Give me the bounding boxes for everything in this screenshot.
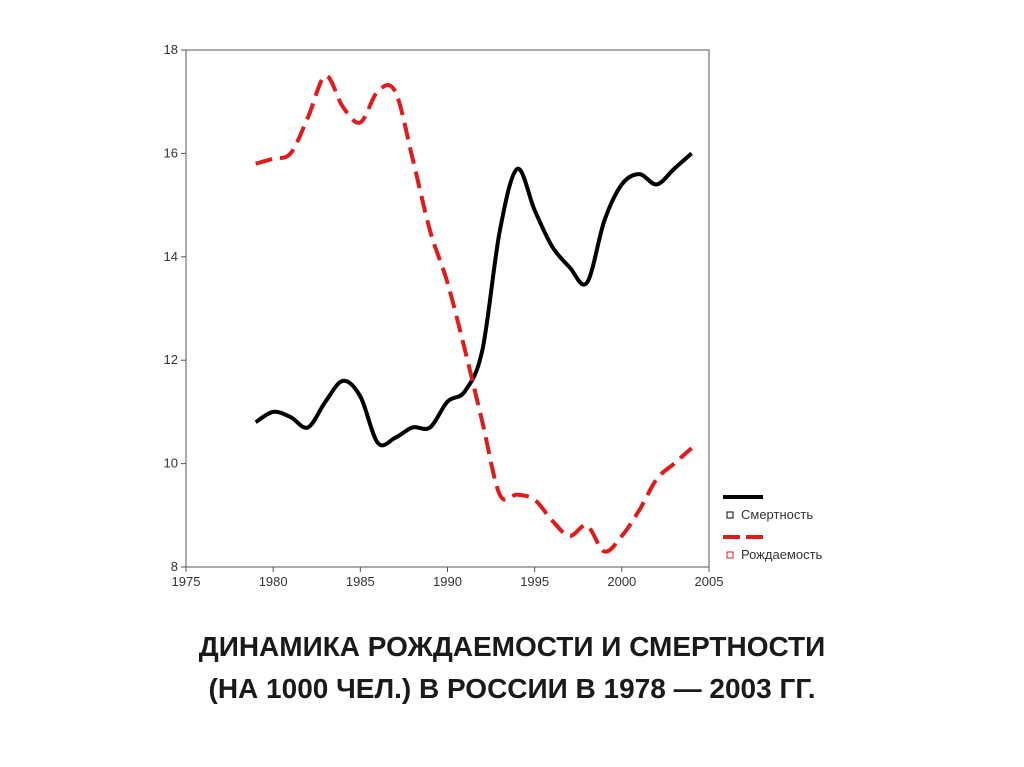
axes: [185, 49, 710, 568]
chart-panel: 1975 1980 1985 1990 1995 2000 2005 8 10 12 14 16 18…: [133, 28, 870, 735]
x-axis-ticks: 1975 1980 1985 1990 1995 2000 2005: [172, 567, 724, 589]
legend-label-2: Рождаемость: [741, 547, 823, 562]
slide-caption: ДИНАМИКА РОЖДАЕМОСТИ И СМЕРТНОСТИ (НА 10…: [0, 626, 1024, 710]
y-tick-label: 16: [164, 145, 178, 160]
legend-label-1: Смертность: [741, 507, 813, 522]
x-tick-label: 1975: [172, 574, 201, 589]
y-tick-label: 8: [171, 559, 178, 574]
x-tick-label: 1980: [259, 574, 288, 589]
x-tick-label: 1985: [346, 574, 375, 589]
x-tick-label: 2005: [695, 574, 724, 589]
legend: Смертность Рождаемость: [723, 495, 823, 562]
x-tick-label: 2000: [607, 574, 636, 589]
series-line-1: [254, 151, 693, 448]
line-chart: 1975 1980 1985 1990 1995 2000 2005 8 10 12 14 16 18…: [164, 42, 823, 589]
x-tick-label: 1995: [520, 574, 549, 589]
legend-marker-1: [726, 511, 734, 519]
y-tick-label: 10: [164, 456, 178, 471]
y-axis-ticks: 8 10 12 14 16 18: [164, 42, 186, 574]
series-line-2: [255, 73, 693, 554]
y-tick-label: 18: [164, 42, 178, 57]
legend-marker-2: [726, 551, 734, 559]
series-layer: [254, 73, 693, 554]
x-tick-label: 1990: [433, 574, 462, 589]
caption-line-1: ДИНАМИКА РОЖДАЕМОСТИ И СМЕРТНОСТИ: [198, 631, 826, 662]
caption-line-2: (НА 1000 ЧЕЛ.) В РОССИИ В 1978 — 2003 ГГ…: [208, 673, 816, 704]
y-tick-label: 12: [164, 352, 178, 367]
plot-frame: [185, 49, 710, 568]
y-tick-label: 14: [164, 249, 178, 264]
